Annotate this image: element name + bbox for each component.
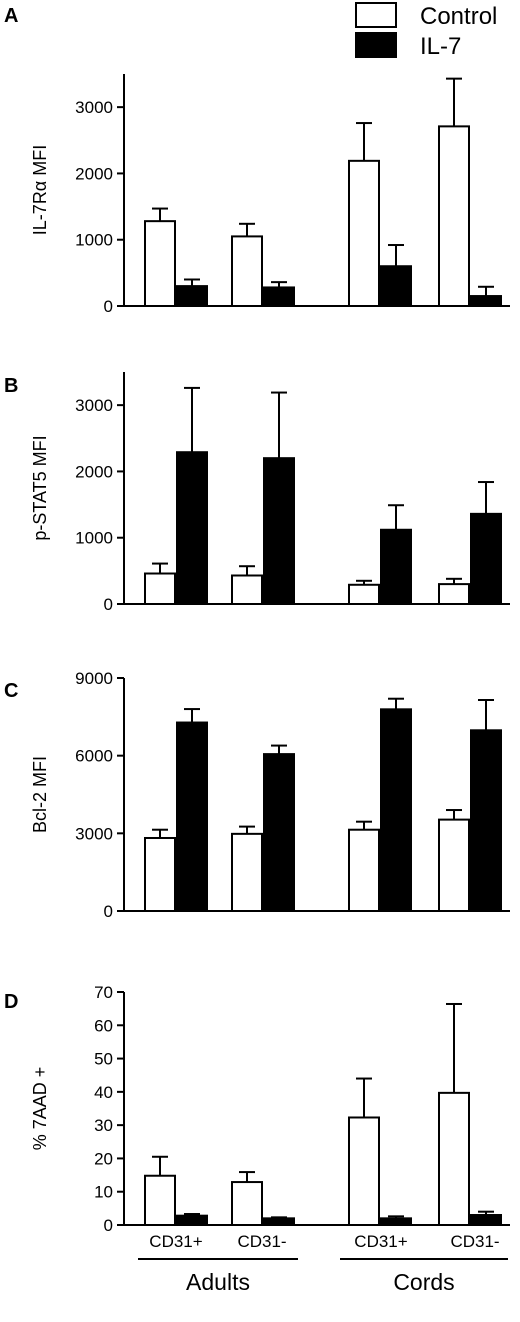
- subgroup-label-adults-cd31neg: CD31-: [237, 1232, 286, 1251]
- y-tick-label: 50: [94, 1050, 113, 1069]
- bar-control-cords-cd31pos: [348, 583, 380, 606]
- panel-c: C 0 3000 6000 9000 Bcl-2 MFI: [4, 669, 510, 921]
- bar-control-adults-cd31pos: [144, 1174, 176, 1227]
- y-axis-label: p-STAT5 MFI: [30, 435, 50, 540]
- bar-control-cords-cd31neg: [438, 818, 470, 913]
- y-tick-label: 0: [104, 902, 113, 921]
- bar-ilneg7-adults-cd31neg: [263, 457, 295, 605]
- bar-control-cords-cd31pos: [348, 828, 380, 912]
- bar-control-adults-cd31pos: [144, 572, 176, 605]
- y-tick-label: 6000: [75, 747, 113, 766]
- bar-ilneg7-cords-cd31neg: [470, 1214, 502, 1226]
- y-tick-label: 3000: [75, 396, 113, 415]
- subgroup-label-cords-cd31pos: CD31+: [354, 1232, 407, 1251]
- bar-ilneg7-adults-cd31pos: [176, 721, 208, 912]
- bar-control-cords-cd31neg: [438, 583, 470, 605]
- bar-control-cords-cd31neg: [438, 1091, 470, 1226]
- y-tick-label: 40: [94, 1083, 113, 1102]
- panel-b: B 0 1000 2000 3000 p-STAT5 MFI: [4, 372, 510, 614]
- panel-a: A 0 1000 2000 3000 IL-7Rα MFI: [4, 5, 510, 316]
- y-tick-label: 30: [94, 1116, 113, 1135]
- bar-ilneg7-adults-cd31pos: [176, 285, 208, 308]
- subgroup-label-cords-cd31neg: CD31-: [450, 1232, 499, 1251]
- y-tick-label: 60: [94, 1016, 113, 1035]
- bar-control-adults-cd31neg: [231, 235, 263, 307]
- bar-control-adults-cd31neg: [231, 574, 263, 605]
- bar-ilneg7-cords-cd31neg: [470, 512, 502, 606]
- legend-swatch-control: [355, 2, 397, 28]
- bar-control-cords-cd31neg: [438, 125, 470, 308]
- y-axis-label: Bcl-2 MFI: [30, 756, 50, 833]
- y-tick-label: 1000: [75, 231, 113, 250]
- panel-letter-a: A: [4, 5, 18, 27]
- bar-ilneg7-cords-cd31pos: [380, 1217, 412, 1227]
- bar-ilneg7-adults-cd31neg: [263, 753, 295, 913]
- legend-label-control: Control: [420, 3, 497, 30]
- y-tick-label: 1000: [75, 529, 113, 548]
- y-tick-label: 0: [104, 1216, 113, 1235]
- legend-label-il7: IL-7: [420, 33, 461, 60]
- y-tick-label: 2000: [75, 462, 113, 481]
- legend-swatch-il7: [355, 32, 397, 58]
- bar-ilneg7-adults-cd31neg: [263, 1217, 295, 1227]
- bar-ilneg7-cords-cd31pos: [380, 708, 412, 912]
- bar-ilneg7-adults-cd31pos: [176, 1214, 208, 1227]
- bar-ilneg7-cords-cd31neg: [470, 295, 502, 307]
- bar-ilneg7-cords-cd31pos: [380, 265, 412, 308]
- panel-d: D 0 10 20 30 40 50 60 70 % 7AAD +: [4, 983, 510, 1235]
- y-tick-label: 10: [94, 1183, 113, 1202]
- bar-ilneg7-adults-cd31pos: [176, 451, 208, 605]
- subgroup-label-adults-cd31pos: CD31+: [149, 1232, 202, 1251]
- panel-letter-c: C: [4, 680, 18, 702]
- panel-letter-d: D: [4, 991, 18, 1013]
- bar-control-cords-cd31pos: [348, 159, 380, 307]
- y-tick-label: 20: [94, 1149, 113, 1168]
- y-axis-label: IL-7Rα MFI: [30, 145, 50, 235]
- group-label-adults: Adults: [186, 1269, 250, 1295]
- bar-ilneg7-cords-cd31neg: [470, 729, 502, 912]
- bar-control-cords-cd31pos: [348, 1116, 380, 1227]
- panel-letter-b: B: [4, 375, 18, 397]
- bar-control-adults-cd31neg: [231, 832, 263, 913]
- y-tick-label: 3000: [75, 824, 113, 843]
- group-label-cords: Cords: [393, 1269, 454, 1295]
- y-axis-label: % 7AAD +: [30, 1067, 50, 1151]
- y-tick-label: 9000: [75, 669, 113, 688]
- y-tick-label: 70: [94, 983, 113, 1002]
- y-tick-label: 3000: [75, 98, 113, 117]
- bar-control-adults-cd31neg: [231, 1181, 263, 1226]
- y-tick-label: 0: [104, 595, 113, 614]
- bar-control-adults-cd31pos: [144, 836, 176, 913]
- x-axis-labels: CD31+ CD31- CD31+ CD31- Adults Cords: [138, 1232, 508, 1295]
- bar-ilneg7-cords-cd31pos: [380, 528, 412, 606]
- y-tick-label: 0: [104, 297, 113, 316]
- legend: Control IL-7: [355, 2, 497, 60]
- bar-ilneg7-adults-cd31neg: [263, 286, 295, 308]
- y-tick-label: 2000: [75, 164, 113, 183]
- bar-control-adults-cd31pos: [144, 220, 176, 307]
